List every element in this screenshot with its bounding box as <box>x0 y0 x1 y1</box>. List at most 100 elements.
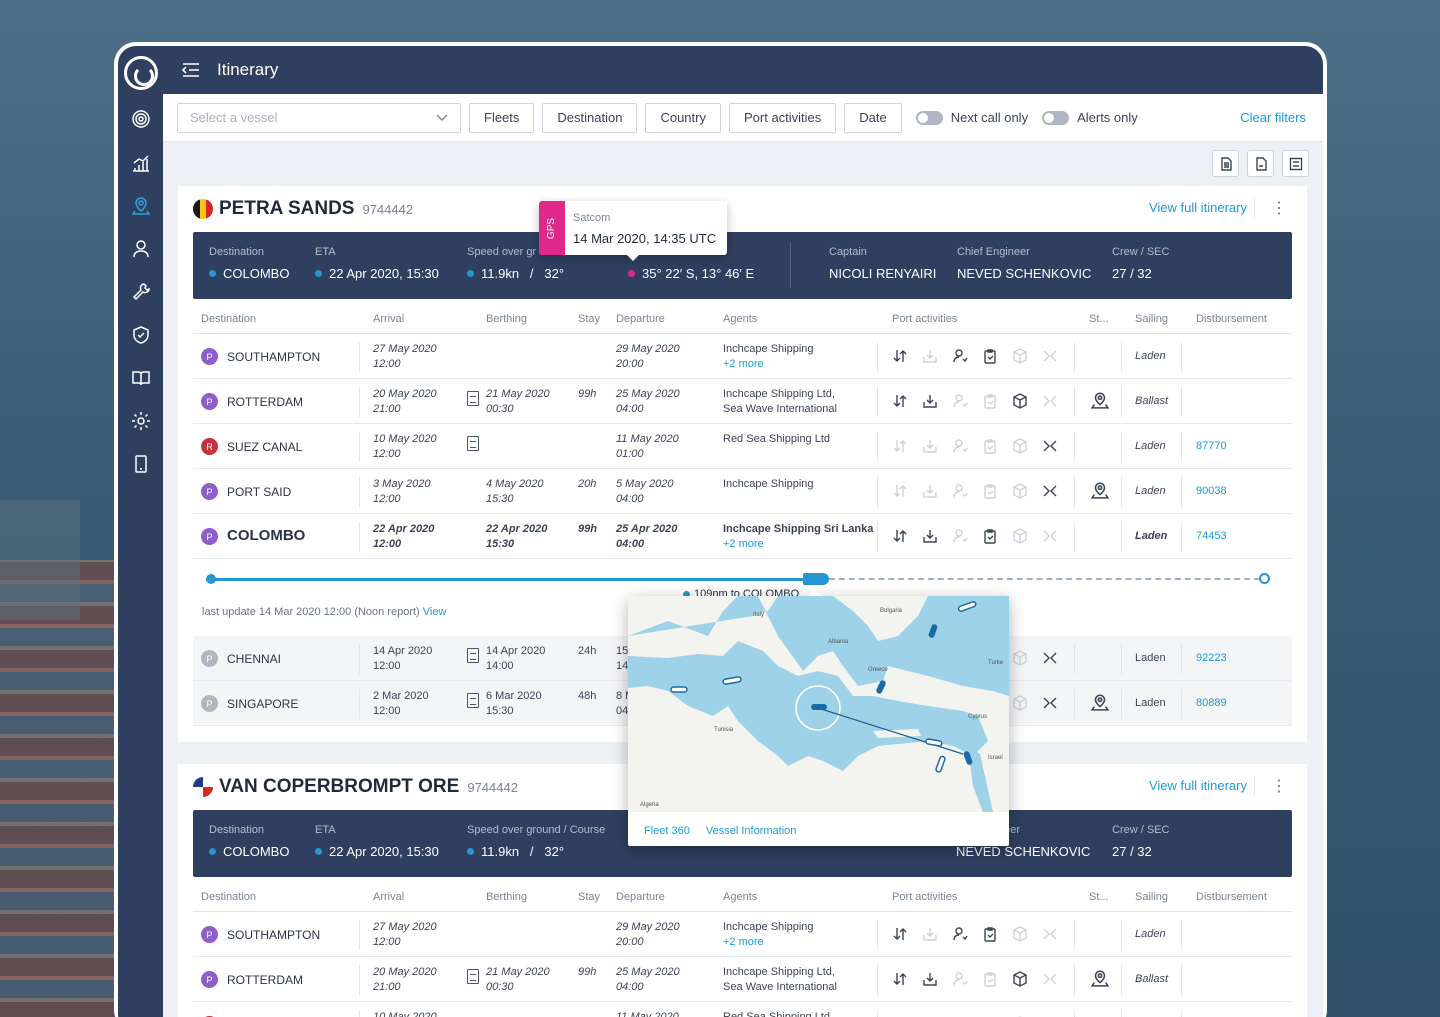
more-agents-link[interactable]: +2 more <box>723 358 764 370</box>
date-filter-button[interactable]: Date <box>844 102 902 133</box>
disbursement-link[interactable]: 80889 <box>1196 697 1227 709</box>
cargo-box-icon[interactable] <box>1012 971 1028 987</box>
itinerary-row[interactable]: P PORT SAID 3 May 2020 12:00 4 May 2020 15:30… <box>193 469 1292 514</box>
clipboard-check-icon[interactable] <box>982 438 998 454</box>
clipboard-check-icon[interactable] <box>982 483 998 499</box>
disbursement-link[interactable]: 87770 <box>1196 440 1227 452</box>
discharge-icon[interactable] <box>922 438 938 454</box>
document-export-button[interactable] <box>1212 150 1239 177</box>
column-header[interactable]: Arrival <box>373 891 405 903</box>
more-options-icon[interactable]: ⋮ <box>1254 198 1287 218</box>
bunkering-icon[interactable] <box>1042 528 1058 544</box>
clipboard-check-icon[interactable] <box>982 348 998 364</box>
clear-filters-link[interactable]: Clear filters <box>1240 110 1306 125</box>
bunkering-icon[interactable] <box>1042 695 1058 711</box>
crew-change-icon[interactable] <box>952 971 968 987</box>
itinerary-row[interactable]: P COLOMBO 22 Apr 2020 12:00 22 Apr 2020 15:30… <box>193 514 1292 559</box>
crew-change-icon[interactable] <box>952 528 968 544</box>
mobile-device-icon[interactable] <box>118 449 163 479</box>
discharge-icon[interactable] <box>922 971 938 987</box>
location-pin-icon[interactable] <box>118 191 163 221</box>
document-icon[interactable] <box>467 693 479 708</box>
port-activities-filter-button[interactable]: Port activities <box>728 102 837 133</box>
toggle-switch[interactable] <box>915 110 943 125</box>
clipboard-check-icon[interactable] <box>982 393 998 409</box>
cargo-swap-icon[interactable] <box>892 971 908 987</box>
route-map[interactable]: Italy Bulgaria Albania Greece Turke Tuni… <box>628 596 1009 812</box>
cargo-box-icon[interactable] <box>1012 393 1028 409</box>
book-icon[interactable] <box>118 363 163 393</box>
fleet-360-link[interactable]: Fleet 360 <box>644 825 690 837</box>
vessel-name[interactable]: PETRA SANDS <box>219 198 355 219</box>
cargo-swap-icon[interactable] <box>892 348 908 364</box>
cargo-box-icon[interactable] <box>1012 926 1028 942</box>
column-header[interactable]: Destination <box>201 891 257 903</box>
location-pin-icon[interactable] <box>1090 481 1111 501</box>
cargo-swap-icon[interactable] <box>892 926 908 942</box>
itinerary-row[interactable]: P ROTTERDAM 20 May 2020 21:00 21 May 2020 00:… <box>193 957 1292 1002</box>
chart-icon[interactable] <box>118 148 163 178</box>
destination-filter-button[interactable]: Destination <box>542 102 638 133</box>
clipboard-check-icon[interactable] <box>982 528 998 544</box>
column-header[interactable]: Sailing <box>1135 891 1169 903</box>
more-options-icon[interactable]: ⋮ <box>1254 776 1287 796</box>
cargo-swap-icon[interactable] <box>892 393 908 409</box>
column-header[interactable]: Port activities <box>892 891 958 903</box>
fleets-filter-button[interactable]: Fleets <box>469 102 535 133</box>
column-header[interactable]: Stay <box>578 891 601 903</box>
crew-change-icon[interactable] <box>952 483 968 499</box>
cargo-swap-icon[interactable] <box>892 483 908 499</box>
view-full-itinerary-link[interactable]: View full itinerary <box>1148 778 1247 793</box>
document-icon[interactable] <box>467 648 479 663</box>
pdf-export-button[interactable] <box>1247 150 1274 177</box>
column-header[interactable]: Port activities <box>892 313 958 325</box>
app-logo[interactable] <box>124 56 158 90</box>
column-header[interactable]: Agents <box>723 891 758 903</box>
itinerary-row[interactable]: P SOUTHAMPTON 27 May 2020 12:00 29 May 2020 2… <box>193 912 1292 957</box>
discharge-icon[interactable] <box>922 393 938 409</box>
disbursement-link[interactable]: 74453 <box>1196 530 1227 542</box>
column-header[interactable]: Destination <box>201 313 257 325</box>
menu-collapse-icon[interactable] <box>181 60 201 80</box>
vessel-information-link[interactable]: Vessel Information <box>705 825 797 837</box>
view-report-link[interactable]: View <box>422 606 447 618</box>
itinerary-row[interactable]: P ROTTERDAM 20 May 2020 21:00 21 May 2020 00:… <box>193 379 1292 424</box>
cargo-box-icon[interactable] <box>1012 528 1028 544</box>
gear-icon[interactable] <box>118 406 163 436</box>
radar-icon[interactable] <box>118 104 163 134</box>
column-header[interactable]: Berthing <box>486 891 527 903</box>
clipboard-check-icon[interactable] <box>982 971 998 987</box>
bunkering-icon[interactable] <box>1042 393 1058 409</box>
cargo-box-icon[interactable] <box>1012 695 1028 711</box>
view-full-itinerary-link[interactable]: View full itinerary <box>1148 200 1247 215</box>
vessel-select[interactable]: Select a vessel <box>177 102 461 133</box>
vessel-name[interactable]: VAN COPERBROMPT ORE <box>219 776 460 797</box>
crew-change-icon[interactable] <box>952 393 968 409</box>
column-header[interactable]: Departure <box>616 313 665 325</box>
discharge-icon[interactable] <box>922 926 938 942</box>
toggle-switch[interactable] <box>1042 110 1070 125</box>
cargo-box-icon[interactable] <box>1012 438 1028 454</box>
summary-position[interactable]: 35° 22′ S, 13° 46′ E <box>628 246 754 281</box>
more-agents-link[interactable]: +2 more <box>723 936 764 948</box>
bunkering-icon[interactable] <box>1042 348 1058 364</box>
wrench-icon[interactable] <box>118 277 163 307</box>
vessel-position-icon[interactable] <box>803 573 829 585</box>
document-icon[interactable] <box>467 969 479 984</box>
cargo-box-icon[interactable] <box>1012 483 1028 499</box>
column-header[interactable]: Arrival <box>373 313 405 325</box>
bunkering-icon[interactable] <box>1042 438 1058 454</box>
column-header[interactable]: St... <box>1089 891 1109 903</box>
column-header[interactable]: St... <box>1089 313 1109 325</box>
next-call-only-toggle[interactable]: Next call only <box>915 110 1028 125</box>
cargo-swap-icon[interactable] <box>892 528 908 544</box>
column-header[interactable]: Agents <box>723 313 758 325</box>
itinerary-row[interactable]: R SUEZ CANAL 10 May 2020 12:00 11 May 2020 01… <box>193 424 1292 469</box>
column-header[interactable]: Sailing <box>1135 313 1169 325</box>
cargo-swap-icon[interactable] <box>892 438 908 454</box>
column-header[interactable]: Stay <box>578 313 601 325</box>
discharge-icon[interactable] <box>922 348 938 364</box>
document-icon[interactable] <box>467 391 479 406</box>
disbursement-link[interactable]: 90038 <box>1196 485 1227 497</box>
